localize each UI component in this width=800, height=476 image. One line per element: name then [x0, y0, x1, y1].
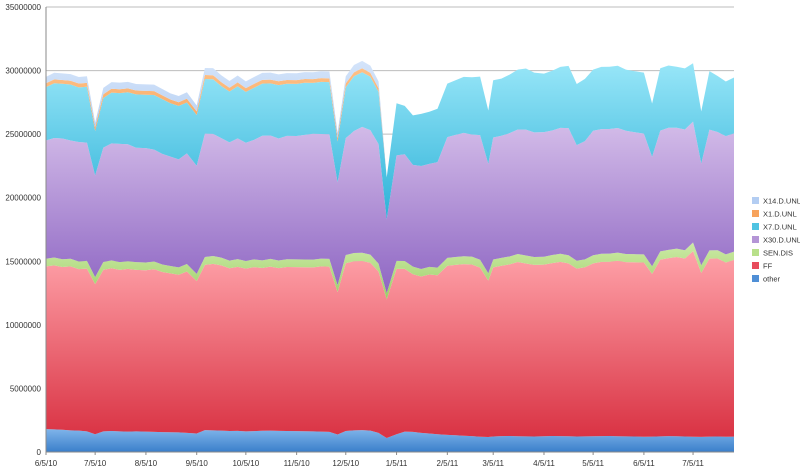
area-sen-dis: [46, 242, 734, 300]
y-tick-label: 25000000: [5, 130, 41, 139]
x-tick-label: 2/5/11: [437, 459, 459, 468]
y-axis-ticks: 0 5000000 10000000 15000000 20000000 25000000…: [5, 3, 41, 457]
area-x30-d-unl: [46, 121, 734, 294]
axes: [45, 7, 734, 453]
y-tick-label: 5000000: [10, 384, 42, 393]
legend-swatch: [752, 197, 759, 204]
x-tick-label: 8/5/10: [135, 459, 158, 468]
legend-swatch: [752, 262, 759, 269]
legend-label: SEN.DIS: [763, 249, 793, 258]
y-tick-label: 10000000: [5, 321, 41, 330]
area-other: [46, 429, 734, 452]
x-tick-label: 12/5/10: [332, 459, 359, 468]
legend-swatch: [752, 223, 759, 230]
legend-label: X30.D.UNL: [763, 236, 800, 245]
area-ff: [46, 251, 734, 439]
legend-swatch: [752, 249, 759, 256]
legend-label: other: [763, 275, 781, 284]
legend-label: X1.D.UNL: [763, 210, 797, 219]
y-tick-label: 15000000: [5, 257, 41, 266]
x-tick-label: 6/5/10: [35, 459, 58, 468]
y-tick-label: 30000000: [5, 67, 41, 76]
area-series: [46, 60, 734, 452]
y-tick-label: 20000000: [5, 194, 41, 203]
x-tick-label: 1/5/11: [386, 459, 408, 468]
legend-label: FF: [763, 262, 773, 271]
legend-label: X7.D.UNL: [763, 223, 797, 232]
x-tick-label: 6/5/11: [633, 459, 655, 468]
x-tick-label: 7/5/10: [84, 459, 107, 468]
legend-swatch: [752, 210, 759, 217]
y-tick-label: 35000000: [5, 3, 41, 12]
legend-swatch: [752, 236, 759, 243]
x-tick-label: 7/5/11: [682, 459, 704, 468]
y-tick-label: 0: [37, 448, 42, 457]
x-tick-label: 3/5/11: [482, 459, 504, 468]
x-tick-label: 4/5/11: [533, 459, 555, 468]
x-tick-label: 11/5/10: [284, 459, 311, 468]
legend: X14.D.UNL X1.D.UNL X7.D.UNL X30.D.UNL SEN.DI…: [752, 197, 800, 284]
legend-label: X14.D.UNL: [763, 197, 800, 206]
x-tick-label: 5/5/11: [582, 459, 604, 468]
x-axis-ticks: 6/5/10 7/5/10 8/5/10 9/5/10 10/5/10 11/5/10 12…: [35, 452, 704, 468]
legend-swatch: [752, 275, 759, 282]
area-x7-d-unl: [46, 63, 734, 220]
x-tick-label: 10/5/10: [232, 459, 259, 468]
x-tick-label: 9/5/10: [186, 459, 209, 468]
